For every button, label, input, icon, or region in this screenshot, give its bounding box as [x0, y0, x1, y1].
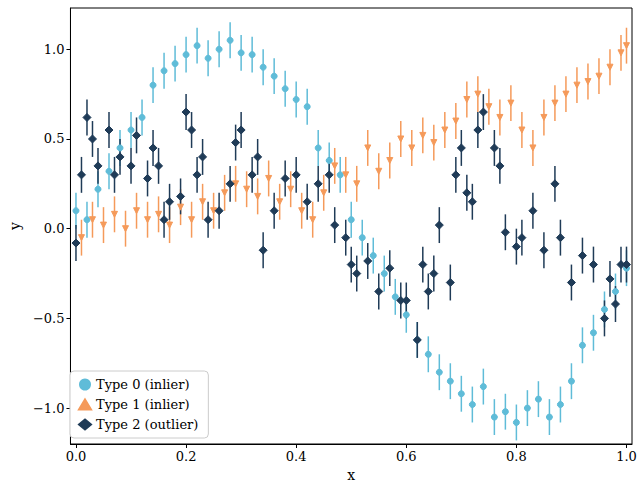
svg-text:x: x: [347, 467, 355, 483]
svg-text:−1.0: −1.0: [33, 401, 65, 416]
svg-text:−0.5: −0.5: [33, 311, 65, 326]
svg-text:0.8: 0.8: [506, 449, 527, 464]
svg-text:0.4: 0.4: [286, 449, 307, 464]
svg-text:y: y: [7, 222, 23, 231]
svg-text:0.0: 0.0: [44, 221, 65, 236]
svg-text:0.2: 0.2: [176, 449, 197, 464]
svg-text:0.0: 0.0: [66, 449, 87, 464]
svg-text:1.0: 1.0: [44, 42, 65, 57]
svg-text:1.0: 1.0: [616, 449, 637, 464]
svg-text:Type 1 (inlier): Type 1 (inlier): [96, 397, 189, 412]
svg-text:0.6: 0.6: [396, 449, 417, 464]
svg-text:Type 0 (inlier): Type 0 (inlier): [96, 377, 189, 392]
svg-text:Type 2 (outlier): Type 2 (outlier): [96, 417, 198, 432]
svg-text:0.5: 0.5: [44, 131, 65, 146]
